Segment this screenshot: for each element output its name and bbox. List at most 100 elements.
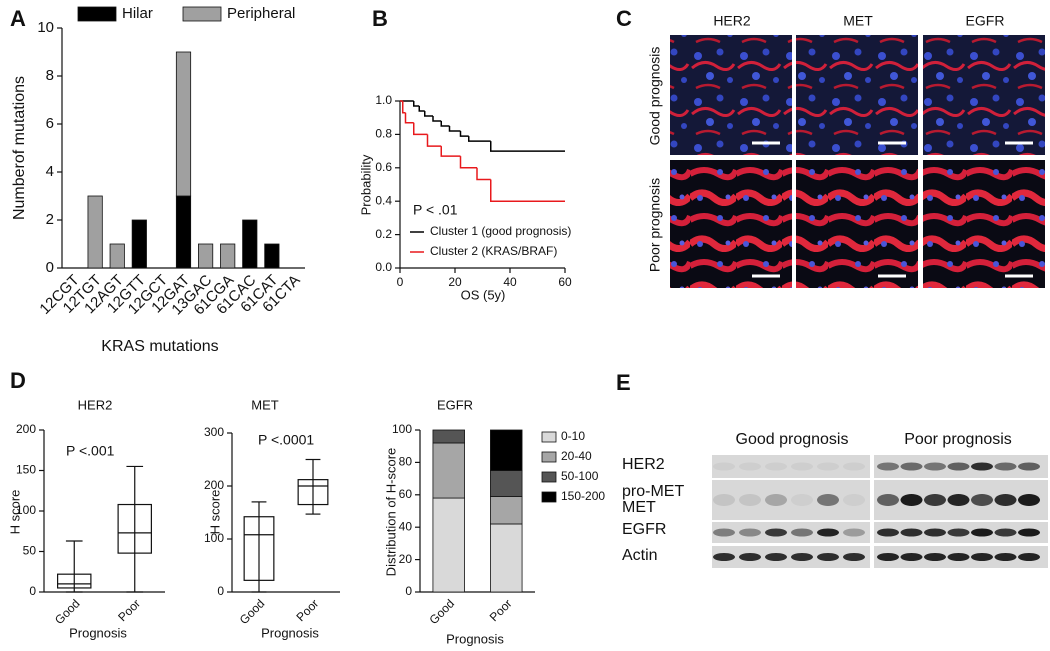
blot-band [924, 553, 946, 561]
y-tick-label: 0.8 [375, 127, 392, 141]
blot-band [947, 462, 970, 471]
blot-band [1018, 494, 1040, 506]
panel-letter: A [10, 6, 26, 31]
blot-band [994, 462, 1017, 471]
blot-strip [712, 455, 870, 478]
micrograph [923, 35, 1045, 155]
box [243, 516, 275, 581]
blot-band [843, 553, 865, 561]
blot-band [877, 494, 899, 506]
blot-band [765, 462, 787, 471]
panel-letter: C [616, 6, 632, 31]
blot-band [947, 528, 970, 537]
y-tick-label: 50 [23, 544, 37, 558]
blot-row-label: pro-MET [622, 483, 684, 500]
blot-band [791, 553, 813, 561]
x-tick-label: Poor [115, 596, 143, 624]
x-axis-title: OS (5y) [461, 287, 506, 302]
y-tick-label: 2 [46, 211, 54, 228]
legend-label: 20-40 [561, 449, 592, 463]
bar-segment [490, 523, 523, 593]
survival-step [413, 101, 420, 107]
y-tick-label: 0.4 [375, 193, 392, 207]
y-tick-label: 40 [399, 519, 413, 533]
blot-band [843, 494, 865, 506]
bar-segment [264, 243, 280, 269]
y-tick-label: 0 [405, 584, 412, 598]
survival-step [404, 112, 414, 124]
survival-step [468, 136, 491, 142]
survival-step [432, 116, 442, 122]
blot-band [817, 494, 839, 506]
x-tick-label: Poor [487, 596, 515, 624]
row-label: Poor prognosis [647, 178, 663, 272]
blot-band [924, 462, 946, 471]
blot-band [924, 494, 946, 506]
bar-segment [242, 219, 258, 269]
blot-band [900, 494, 923, 506]
y-tick-label: 100 [204, 531, 224, 545]
y-tick-label: 80 [399, 455, 413, 469]
survival-step [402, 101, 406, 114]
bar-segment [490, 429, 523, 471]
y-tick-label: 300 [204, 425, 224, 439]
survival-step [476, 167, 491, 181]
legend-label: 50-100 [561, 469, 599, 483]
panel-letters: A B C D E [10, 6, 632, 395]
column-label: MET [843, 13, 873, 29]
survival-step [418, 106, 425, 112]
bar-segment [432, 429, 465, 444]
blot-band [947, 553, 970, 561]
blot-band [791, 528, 813, 537]
box [57, 573, 92, 589]
bar-segment [175, 195, 192, 269]
blot-band [739, 462, 761, 471]
y-axis-title: H score [7, 490, 22, 535]
blot-band [877, 528, 899, 537]
blot-band [877, 553, 899, 561]
blot-strip [712, 480, 870, 520]
survival-step [459, 131, 469, 137]
blot-group: Good prognosis [736, 431, 849, 448]
micrograph [796, 35, 918, 155]
legend-swatch [541, 471, 557, 483]
column-label: EGFR [966, 13, 1005, 29]
legend-label: Cluster 1 (good prognosis) [430, 224, 571, 238]
legend-label: Hilar [122, 5, 153, 22]
legend-swatch [541, 451, 557, 463]
blot-band [994, 528, 1017, 537]
blot-band [843, 528, 865, 537]
survival-step [459, 156, 477, 169]
survival-step [490, 141, 565, 152]
box [117, 503, 152, 554]
y-tick-label: 0.0 [375, 260, 392, 274]
panel-letter: B [372, 6, 388, 31]
blot-row-label: MET [622, 499, 656, 516]
x-tick-label: 60 [558, 275, 572, 289]
y-tick-label: 100 [16, 503, 36, 517]
y-axis-title: Numberof mutations [11, 76, 28, 220]
blot-band [971, 553, 993, 561]
y-tick-label: 150 [16, 463, 36, 477]
x-axis-title: Prognosis [446, 631, 504, 646]
legend-label: Peripheral [227, 5, 295, 22]
micrograph [670, 160, 792, 288]
column-label: HER2 [713, 13, 751, 29]
survival-step [426, 134, 442, 147]
y-tick-label: 100 [392, 422, 412, 436]
blot-band [817, 553, 839, 561]
legend-label: 150-200 [561, 489, 605, 503]
y-tick-label: 10 [37, 19, 54, 36]
annotation: P <.001 [66, 443, 115, 459]
blot-row-label: Actin [622, 547, 658, 564]
row-label: Good prognosis [647, 47, 663, 146]
micrograph [670, 35, 792, 155]
blot-band [1018, 553, 1040, 561]
x-tick-label: 20 [448, 275, 462, 289]
x-tick-label: Poor [294, 596, 322, 624]
y-tick-label: 0 [46, 259, 54, 276]
blot-band [900, 553, 923, 561]
blot-band [877, 462, 899, 471]
blot-band [971, 494, 993, 506]
y-tick-label: 20 [399, 552, 413, 566]
